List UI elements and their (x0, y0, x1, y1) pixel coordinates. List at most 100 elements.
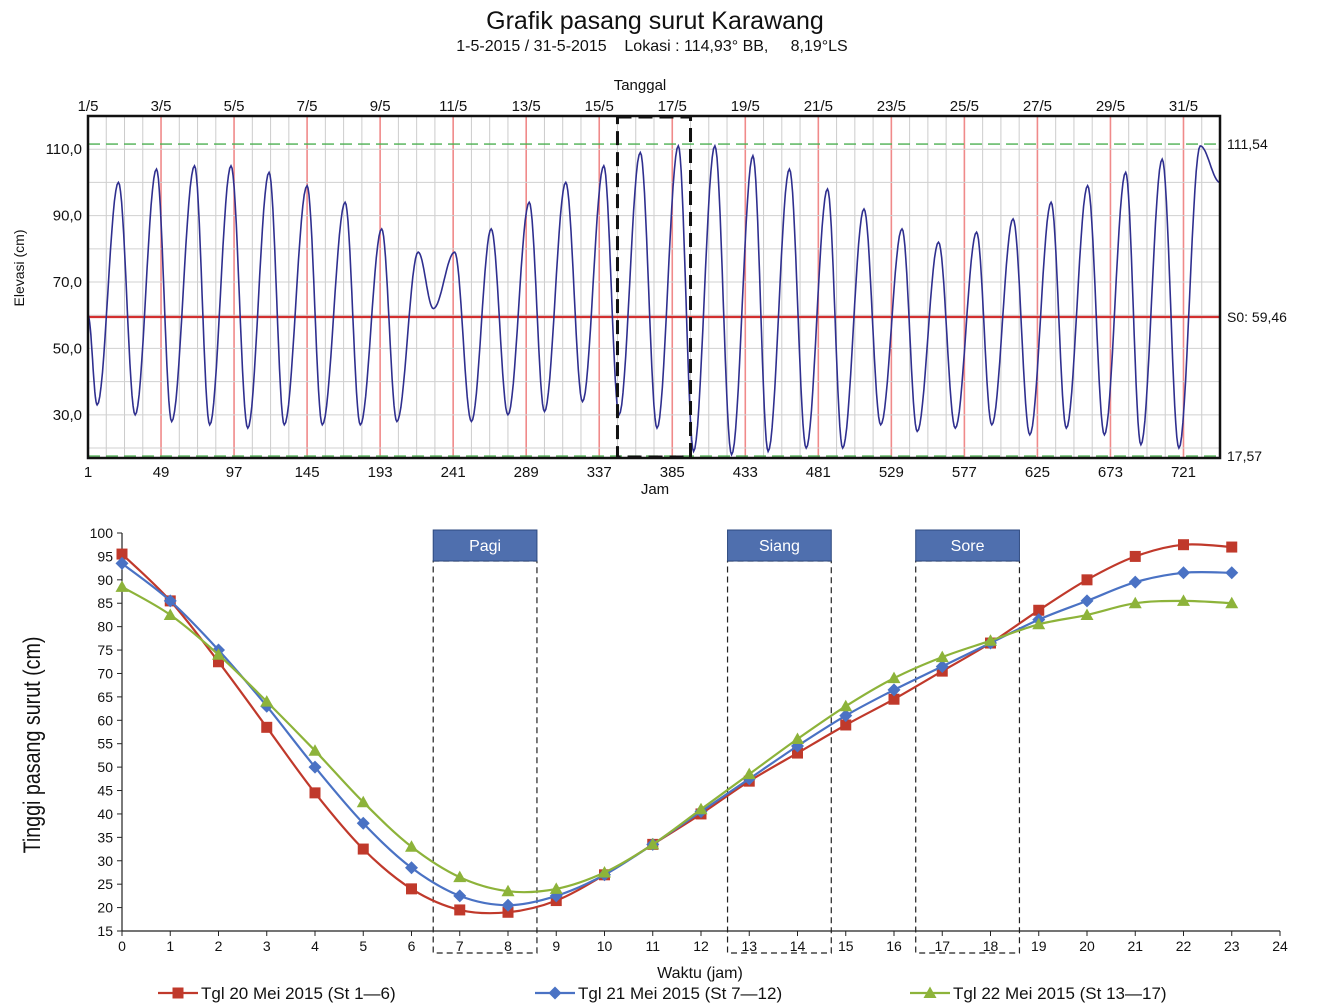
figure-title: Grafik pasang surut Karawang (486, 7, 824, 35)
data-point-square (261, 721, 273, 733)
legend: Tgl 20 Mei 2015 (St 1—6) Tgl 21 Mei 2015 … (158, 984, 1167, 1003)
x-tick-label: 289 (514, 464, 539, 481)
data-point-triangle (453, 870, 467, 883)
data-point-triangle (791, 732, 804, 745)
y-tick-label: 50 (97, 759, 113, 775)
x-tick-label: 4 (311, 938, 319, 954)
data-point-diamond (453, 889, 467, 903)
data-point-diamond (1128, 575, 1142, 589)
y-tick-label: 70 (97, 665, 113, 681)
data-point-diamond (839, 709, 853, 723)
x-tick-label: 337 (587, 464, 612, 481)
y-tick-label: 85 (97, 595, 113, 611)
x-tick-label: 433 (733, 464, 758, 481)
data-point-diamond (1177, 566, 1190, 580)
y-tick-label: 20 (97, 900, 113, 916)
data-point-triangle (694, 802, 708, 815)
x-tick-label: 49 (153, 464, 170, 481)
date-tick-label: 15/5 (585, 98, 614, 115)
y-tick-label: 110,0 (46, 141, 82, 158)
x-tick-label: 23 (1224, 938, 1240, 954)
x-tick-label: 10 (597, 938, 613, 954)
data-point-square (792, 747, 803, 759)
y-tick-label: 95 (97, 548, 113, 564)
data-point-triangle (1225, 596, 1239, 609)
x-tick-label: 1 (84, 464, 92, 481)
data-point-triangle (163, 608, 177, 620)
x-tick-label: 3 (263, 938, 271, 954)
date-tick-label: 21/5 (804, 98, 833, 115)
x-tick-label: 5 (359, 938, 367, 954)
top-axis-label-tanggal: Tanggal (614, 77, 667, 94)
data-point-square (172, 987, 184, 999)
x-tick-label: 385 (660, 464, 685, 481)
data-point-square (502, 906, 514, 918)
x-tick-label: 9 (552, 938, 560, 954)
date-tick-label: 3/5 (151, 98, 172, 115)
data-point-triangle (308, 744, 322, 756)
x-tick-label: 17 (934, 938, 950, 954)
data-point-triangle (1032, 617, 1046, 630)
data-point-diamond (115, 556, 129, 570)
top-axis-label-elevasi: Elevasi (cm) (11, 229, 27, 306)
data-point-triangle (212, 648, 225, 660)
reference-line-label: 111,54 (1227, 136, 1268, 152)
y-tick-label: 30 (97, 853, 113, 869)
figure-subtitle: 1-5-2015 / 31-5-2015 Lokasi : 114,93° BB… (456, 38, 847, 55)
date-tick-label: 25/5 (950, 98, 979, 115)
data-point-square (454, 904, 466, 916)
x-tick-label: 673 (1098, 464, 1123, 481)
x-tick-label: 6 (408, 938, 416, 954)
data-point-diamond (356, 816, 370, 830)
x-tick-label: 12 (693, 938, 709, 954)
date-tick-label: 1/5 (78, 98, 99, 115)
data-point-triangle (260, 695, 274, 707)
date-tick-label: 31/5 (1169, 98, 1198, 115)
highlight-window (615, 115, 693, 459)
data-point-triangle (598, 865, 611, 878)
data-point-square (213, 656, 224, 668)
bottom-series (115, 539, 1239, 918)
date-tick-label: 19/5 (731, 98, 760, 115)
y-tick-label: 15 (97, 923, 113, 939)
x-tick-label: 13 (741, 938, 757, 954)
period-box (432, 560, 538, 954)
y-tick-label: 30,0 (53, 407, 82, 424)
x-tick-label: 721 (1171, 464, 1196, 481)
series-3 (115, 580, 1239, 897)
data-point-triangle (356, 795, 370, 808)
y-tick-label: 55 (97, 736, 113, 752)
series-2 (115, 556, 1239, 912)
reference-line-label: S0: 59,46 (1227, 309, 1287, 325)
x-tick-label: 15 (838, 938, 854, 954)
top-series (87, 143, 1221, 457)
legend-label: Tgl 22 Mei 2015 (St 13—17) (953, 984, 1167, 1003)
y-tick-label: 35 (97, 829, 113, 845)
data-point-square (309, 787, 321, 799)
y-tick-label: 45 (97, 783, 113, 799)
x-tick-label: 577 (952, 464, 977, 481)
x-tick-label: 97 (226, 464, 243, 481)
legend-label: Tgl 20 Mei 2015 (St 1—6) (201, 984, 396, 1003)
y-tick-label: 90,0 (53, 208, 82, 225)
y-tick-label: 65 (97, 689, 113, 705)
date-tick-label: 27/5 (1023, 98, 1052, 115)
data-point-diamond (405, 861, 418, 875)
data-point-diamond (308, 760, 322, 774)
x-tick-label: 14 (790, 938, 806, 954)
top-axis-label-jam: Jam (641, 481, 669, 498)
data-point-triangle (1128, 596, 1142, 609)
x-tick-label: 241 (441, 464, 466, 481)
period-label: Pagi (469, 538, 501, 555)
data-point-diamond (163, 594, 177, 608)
date-tick-label: 5/5 (224, 98, 245, 115)
y-tick-label: 25 (97, 876, 113, 892)
y-tick-label: 70,0 (53, 274, 82, 291)
data-point-diamond (1225, 566, 1239, 580)
x-tick-label: 625 (1025, 464, 1050, 481)
y-tick-label: 40 (97, 806, 113, 822)
data-point-diamond (887, 683, 901, 697)
series-line (121, 562, 1232, 907)
